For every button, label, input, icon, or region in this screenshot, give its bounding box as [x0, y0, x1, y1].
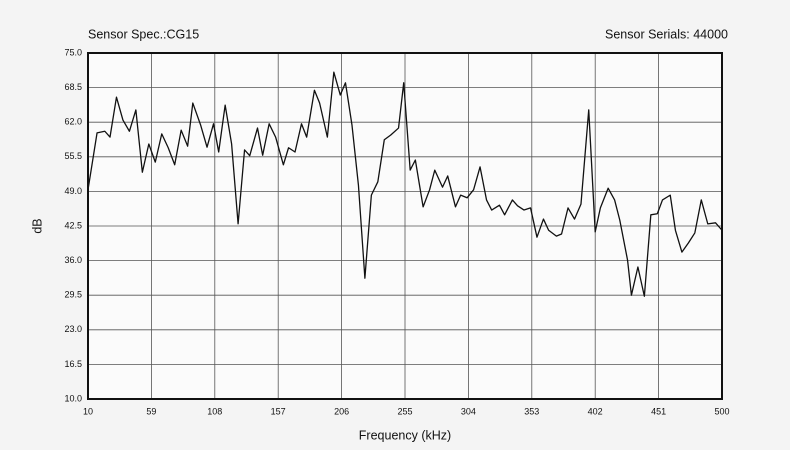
x-tick-label: 157	[271, 406, 286, 416]
x-tick-label: 353	[524, 406, 539, 416]
x-tick-label: 255	[397, 406, 412, 416]
x-tick-label: 206	[334, 406, 349, 416]
x-tick-label: 10	[83, 406, 93, 416]
x-tick-label: 402	[588, 406, 603, 416]
x-tick-label: 500	[714, 406, 729, 416]
y-tick-label: 49.0	[64, 186, 82, 196]
x-tick-label: 304	[461, 406, 476, 416]
plot-border	[87, 52, 723, 400]
y-tick-label: 42.5	[64, 220, 82, 230]
y-tick-label: 10.0	[64, 393, 82, 403]
x-axis-label: Frequency (kHz)	[359, 428, 451, 442]
y-tick-label: 75.0	[64, 47, 82, 57]
x-tick-label: 59	[146, 406, 156, 416]
y-tick-label: 36.0	[64, 255, 82, 265]
sensor-serials: Sensor Serials: 44000	[605, 27, 728, 41]
x-tick-label: 108	[207, 406, 222, 416]
y-tick-label: 29.5	[64, 290, 82, 300]
y-axis-label: dB	[30, 218, 44, 233]
x-tick-label: 451	[651, 406, 666, 416]
y-tick-label: 16.5	[64, 359, 82, 369]
sensor-spec: Sensor Spec.:CG15	[88, 27, 199, 41]
y-tick-label: 68.5	[64, 82, 82, 92]
y-tick-label: 23.0	[64, 324, 82, 334]
y-tick-label: 62.0	[64, 117, 82, 127]
data-line	[87, 71, 723, 297]
y-tick-label: 55.5	[64, 151, 82, 161]
